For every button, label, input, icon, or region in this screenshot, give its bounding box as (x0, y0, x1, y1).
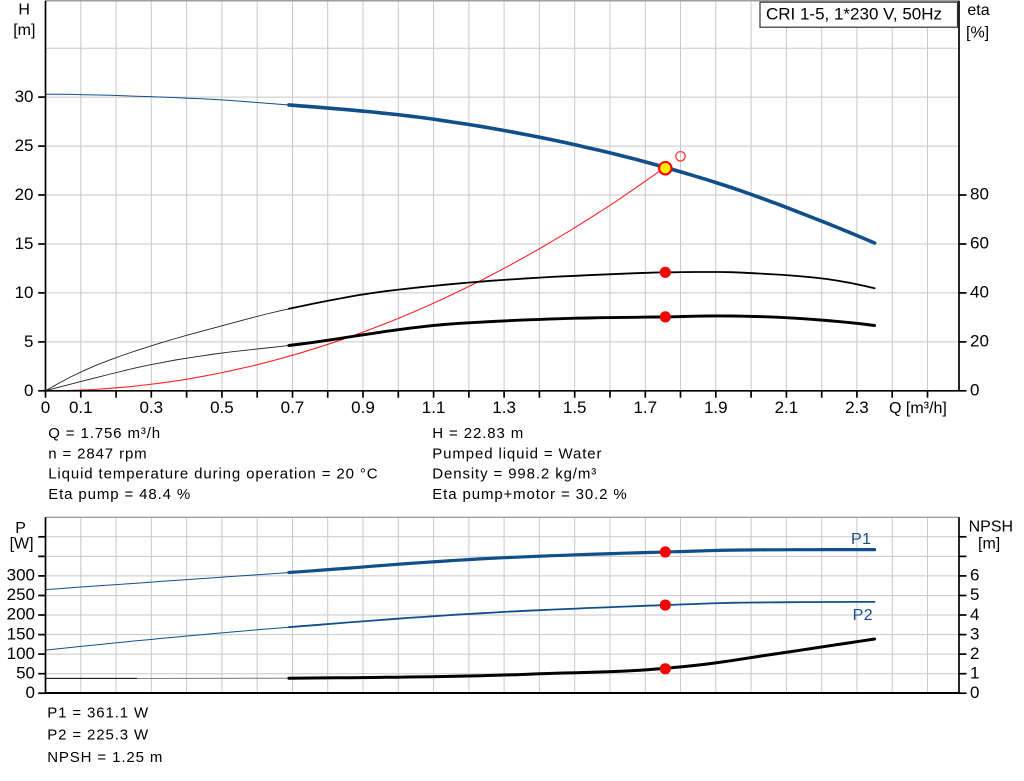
svg-text:25: 25 (15, 136, 34, 155)
svg-text:15: 15 (15, 234, 34, 253)
svg-text:Density = 998.2 kg/m³: Density = 998.2 kg/m³ (432, 466, 597, 483)
svg-text:eta: eta (967, 2, 989, 19)
svg-text:1: 1 (970, 664, 979, 683)
svg-text:Eta pump+motor = 30.2 %: Eta pump+motor = 30.2 % (432, 486, 627, 503)
svg-text:300: 300 (7, 566, 35, 585)
svg-text:3: 3 (970, 624, 979, 643)
svg-text:4: 4 (970, 605, 979, 624)
svg-text:80: 80 (970, 185, 989, 204)
svg-text:2.1: 2.1 (775, 398, 799, 417)
svg-text:P1: P1 (851, 531, 872, 548)
svg-text:CRI 1-5, 1*230 V, 50Hz: CRI 1-5, 1*230 V, 50Hz (766, 5, 942, 24)
svg-text:1.7: 1.7 (633, 398, 657, 417)
svg-text:1.3: 1.3 (492, 398, 516, 417)
svg-text:H = 22.83 m: H = 22.83 m (432, 425, 524, 442)
svg-text:20: 20 (970, 331, 989, 350)
svg-text:[%]: [%] (966, 24, 989, 41)
svg-text:0.5: 0.5 (210, 398, 234, 417)
svg-text:[W]: [W] (10, 535, 34, 552)
svg-text:P1 = 361.1 W: P1 = 361.1 W (47, 704, 149, 721)
svg-text:[m]: [m] (978, 535, 1000, 552)
svg-text:5: 5 (24, 332, 33, 351)
svg-text:10: 10 (15, 283, 34, 302)
svg-text:H: H (18, 2, 30, 19)
svg-text:100: 100 (7, 644, 35, 663)
svg-text:200: 200 (7, 605, 35, 624)
svg-text:n = 2847 rpm: n = 2847 rpm (48, 445, 147, 462)
svg-text:Q [m³/h]: Q [m³/h] (889, 400, 947, 417)
svg-text:5: 5 (970, 585, 979, 604)
svg-text:Pumped liquid = Water: Pumped liquid = Water (432, 445, 602, 462)
svg-text:40: 40 (970, 282, 989, 301)
svg-text:NPSH: NPSH (969, 519, 1013, 536)
svg-text:150: 150 (7, 624, 35, 643)
svg-text:0: 0 (26, 683, 35, 702)
svg-text:1.9: 1.9 (704, 398, 728, 417)
svg-text:0: 0 (970, 683, 979, 702)
svg-text:NPSH = 1.25 m: NPSH = 1.25 m (47, 749, 163, 766)
svg-text:2: 2 (970, 644, 979, 663)
svg-text:250: 250 (7, 585, 35, 604)
svg-text:2.3: 2.3 (845, 398, 869, 417)
svg-text:1.5: 1.5 (563, 398, 587, 417)
svg-text:20: 20 (15, 185, 34, 204)
svg-text:0: 0 (24, 381, 33, 400)
svg-text:60: 60 (970, 234, 989, 253)
svg-text:P2 = 225.3 W: P2 = 225.3 W (47, 727, 149, 744)
svg-text:0.3: 0.3 (139, 398, 163, 417)
svg-text:P: P (15, 520, 26, 537)
svg-text:0.1: 0.1 (69, 398, 93, 417)
svg-text:Liquid temperature during oper: Liquid temperature during operation = 20… (48, 466, 378, 483)
svg-text:1.1: 1.1 (422, 398, 446, 417)
svg-text:P2: P2 (853, 607, 874, 624)
svg-text:0.7: 0.7 (281, 398, 305, 417)
svg-text:0: 0 (41, 398, 50, 417)
svg-text:0: 0 (970, 380, 979, 399)
svg-text:30: 30 (15, 87, 34, 106)
svg-text:6: 6 (970, 566, 979, 585)
svg-text:Q = 1.756 m³/h: Q = 1.756 m³/h (48, 425, 161, 442)
svg-text:50: 50 (16, 663, 35, 682)
svg-text:[m]: [m] (13, 22, 35, 39)
svg-text:0.9: 0.9 (351, 398, 375, 417)
svg-text:Eta pump = 48.4 %: Eta pump = 48.4 % (48, 486, 191, 503)
